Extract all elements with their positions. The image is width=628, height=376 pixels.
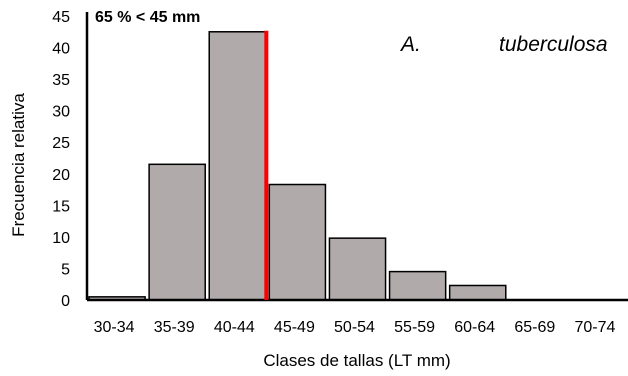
y-tick-label: 30 <box>52 104 70 121</box>
y-tick-label: 0 <box>61 293 70 310</box>
species-genus-label: A. <box>399 33 421 56</box>
y-tick-label: 25 <box>52 135 70 152</box>
x-tick-label: 70-74 <box>574 319 615 336</box>
bar-35-39 <box>148 163 206 301</box>
bar-60-64 <box>448 284 507 301</box>
y-tick-label: 35 <box>52 72 70 89</box>
y-tick-label: 40 <box>52 41 70 58</box>
y-tick-label: 20 <box>52 167 70 184</box>
bar-45-49 <box>268 183 327 301</box>
x-tick-label: 65-69 <box>514 319 555 336</box>
bar-55-59 <box>388 270 447 301</box>
x-ticks-group: 30-34 35-39 40-44 45-49 50-54 55-59 60-64 65-69… <box>94 319 616 336</box>
x-tick-label: 30-34 <box>94 319 135 336</box>
x-tick-label: 35-39 <box>154 319 195 336</box>
x-tick-label: 45-49 <box>274 319 315 336</box>
species-name-label: tuberculosa <box>499 33 608 56</box>
x-tick-label: 40-44 <box>214 319 255 336</box>
x-tick-label: 60-64 <box>454 319 495 336</box>
y-tick-label: 45 <box>52 9 70 26</box>
y-tick-label: 5 <box>61 261 70 278</box>
y-tick-label: 15 <box>52 198 70 215</box>
bars-group <box>88 31 507 301</box>
x-tick-label: 55-59 <box>394 319 435 336</box>
bar-40-44 <box>208 31 267 301</box>
threshold-annotation: 65 % < 45 mm <box>95 9 200 26</box>
y-ticks-group: 0 5 10 15 20 25 30 35 40 45 <box>52 9 70 310</box>
y-axis-label: Frecuencia relativa <box>9 93 28 237</box>
bar-50-54 <box>328 237 387 301</box>
x-axis-label: Clases de tallas (LT mm) <box>263 351 450 370</box>
x-tick-label: 50-54 <box>334 319 375 336</box>
y-tick-label: 10 <box>52 230 70 247</box>
